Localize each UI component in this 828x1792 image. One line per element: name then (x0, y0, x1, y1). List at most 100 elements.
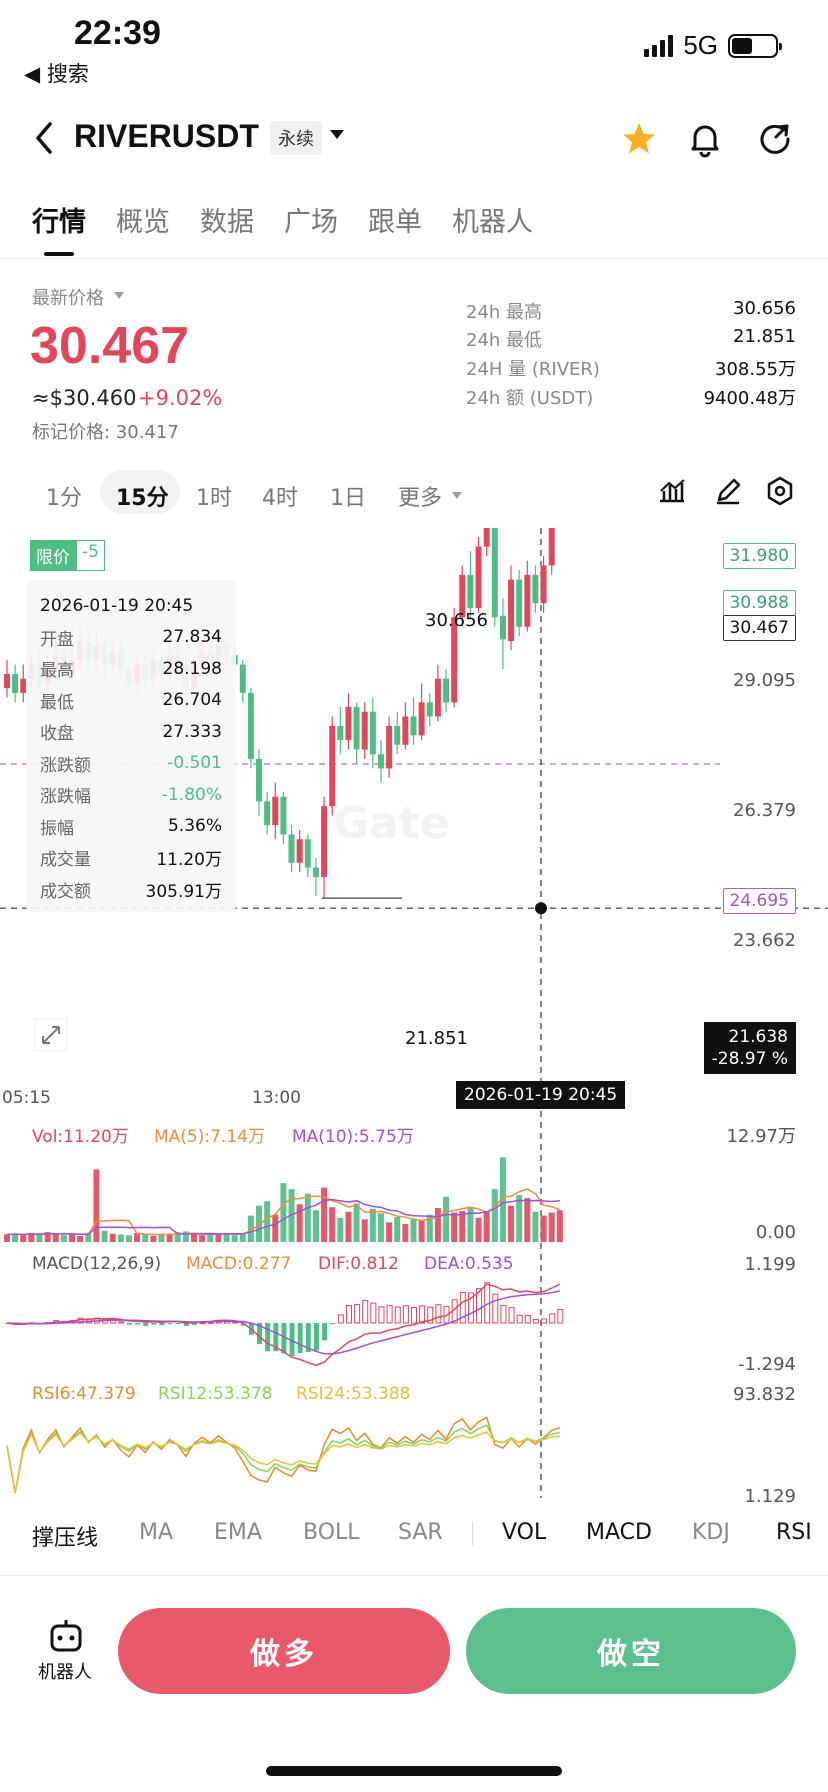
timeframe-1h[interactable]: 1时 (196, 486, 232, 511)
candle-body (516, 579, 523, 627)
stat-low-value: 21.851 (733, 326, 796, 347)
tab-sar[interactable]: SAR (398, 1520, 443, 1545)
tab-market[interactable]: 行情 (32, 207, 86, 238)
contract-dropdown-icon[interactable] (330, 130, 344, 139)
back-icon[interactable] (28, 118, 60, 158)
macd-histogram-bar (305, 1323, 311, 1353)
robot-label[interactable]: 机器人 (38, 1662, 92, 1683)
tab-kdj[interactable]: KDJ (692, 1520, 730, 1545)
candle-body (459, 574, 466, 618)
fullscreen-icon[interactable] (34, 1018, 68, 1052)
volume-bar (459, 1211, 466, 1242)
indicator-icon[interactable] (656, 475, 688, 507)
tab-vol[interactable]: VOL (502, 1520, 547, 1545)
tooltip-key: 最低 (40, 692, 74, 713)
candle-body (451, 617, 458, 703)
volume-bar (369, 1208, 376, 1242)
x-axis-label: 05:15 (2, 1088, 51, 1108)
robot-icon[interactable] (46, 1616, 86, 1656)
macd-dea-line (6, 1290, 560, 1355)
volume-bar (52, 1233, 59, 1242)
volume-bar (451, 1212, 458, 1242)
candle-body (532, 574, 539, 604)
volume-bar (247, 1215, 254, 1242)
candle-body (296, 839, 303, 863)
tab-copy-trade[interactable]: 跟单 (368, 207, 422, 238)
limit-price-level-1[interactable]: 31.980 (722, 543, 796, 569)
limit-price-level-2[interactable]: 30.988 (722, 590, 796, 616)
volume-bar (93, 1169, 100, 1242)
candle-body (20, 678, 27, 693)
candle-tooltip: 2026-01-19 20:45 开盘 27.834 最高 28.198 最低 26.… (26, 580, 236, 912)
timeframe-15m[interactable]: 15分 (116, 486, 169, 511)
stat-volume-label: 24H 量 (RIVER) (466, 359, 600, 380)
tab-square[interactable]: 广场 (284, 207, 338, 238)
tab-data[interactable]: 数据 (200, 207, 254, 238)
tab-ema[interactable]: EMA (214, 1520, 262, 1545)
tab-boll[interactable]: BOLL (303, 1520, 360, 1545)
alert-price-level[interactable]: 24.695 (722, 888, 796, 914)
macd-dea: DEA:0.535 (424, 1254, 514, 1274)
volume-bar (101, 1230, 108, 1242)
volume-bar (150, 1235, 157, 1242)
tooltip-value: 11.20万 (156, 850, 222, 871)
timeframe-4h[interactable]: 4时 (262, 486, 298, 511)
tooltip-time: 2026-01-19 20:45 (40, 595, 194, 616)
tooltip-key: 开盘 (40, 629, 74, 650)
timeframe-1d[interactable]: 1日 (330, 486, 366, 511)
volume-bar (20, 1235, 27, 1242)
tooltip-value: 27.834 (162, 627, 222, 648)
macd-histogram-bar (362, 1299, 369, 1324)
tab-support-resistance[interactable]: 撑压线 (32, 1526, 99, 1551)
volume-bar (329, 1207, 336, 1242)
volume-bar (532, 1211, 539, 1242)
tab-overview[interactable]: 概览 (116, 207, 170, 238)
macd-histogram-bar (492, 1293, 499, 1324)
cursor-price: 21.638 (728, 1027, 788, 1047)
macd-histogram-bar (232, 1321, 239, 1324)
volume-bar (377, 1213, 384, 1242)
more-dropdown-icon[interactable] (452, 492, 462, 499)
volume-bar (483, 1211, 490, 1242)
price-type-dropdown-icon[interactable] (114, 292, 124, 299)
last-price-label[interactable]: 最新价格 (32, 288, 104, 309)
candle-body (434, 678, 441, 717)
volume-bar (223, 1232, 230, 1242)
y-axis-label: 29.095 (733, 670, 796, 691)
stat-volume-value: 308.55万 (715, 359, 796, 380)
short-button[interactable]: 做空 (466, 1608, 796, 1694)
rsi6-label: RSI6:47.379 (32, 1384, 136, 1404)
contract-type-badge[interactable]: 永续 (270, 121, 322, 155)
share-icon[interactable] (754, 118, 796, 160)
settings-hex-icon[interactable] (764, 475, 796, 507)
favorite-star-icon[interactable] (618, 118, 660, 160)
candle-body (4, 674, 10, 689)
battery-icon (728, 33, 782, 58)
volume-bar (410, 1219, 417, 1242)
tab-bot[interactable]: 机器人 (452, 207, 533, 238)
timeframe-1m[interactable]: 1分 (46, 486, 82, 511)
macd-histogram-bar (337, 1314, 344, 1324)
volume-bar (85, 1232, 92, 1242)
tab-ma[interactable]: MA (139, 1520, 174, 1545)
macd-histogram-bar (427, 1306, 434, 1324)
tab-macd[interactable]: MACD (586, 1520, 652, 1545)
rsi24-line (6, 1431, 560, 1494)
candle-body (540, 565, 547, 604)
macd-histogram-bar (411, 1307, 417, 1324)
volume-bar (394, 1217, 401, 1242)
draw-pen-icon[interactable] (712, 475, 744, 507)
candle-body (321, 806, 328, 877)
back-to-app-link[interactable]: ◀ 搜索 (24, 62, 89, 86)
candle-body (377, 754, 384, 769)
alert-bell-icon[interactable] (684, 118, 726, 160)
limit-order-count: -5 (76, 540, 105, 571)
pair-title[interactable]: RIVERUSDT (74, 118, 259, 154)
tab-rsi[interactable]: RSI (776, 1520, 812, 1545)
long-button[interactable]: 做多 (118, 1608, 450, 1694)
limit-order-tag[interactable]: 限价 -5 (30, 540, 105, 571)
macd-histogram-bar (313, 1323, 319, 1351)
timeframe-more[interactable]: 更多 (398, 486, 443, 511)
candle-body (426, 702, 433, 717)
stat-high-label: 24h 最高 (466, 302, 543, 323)
